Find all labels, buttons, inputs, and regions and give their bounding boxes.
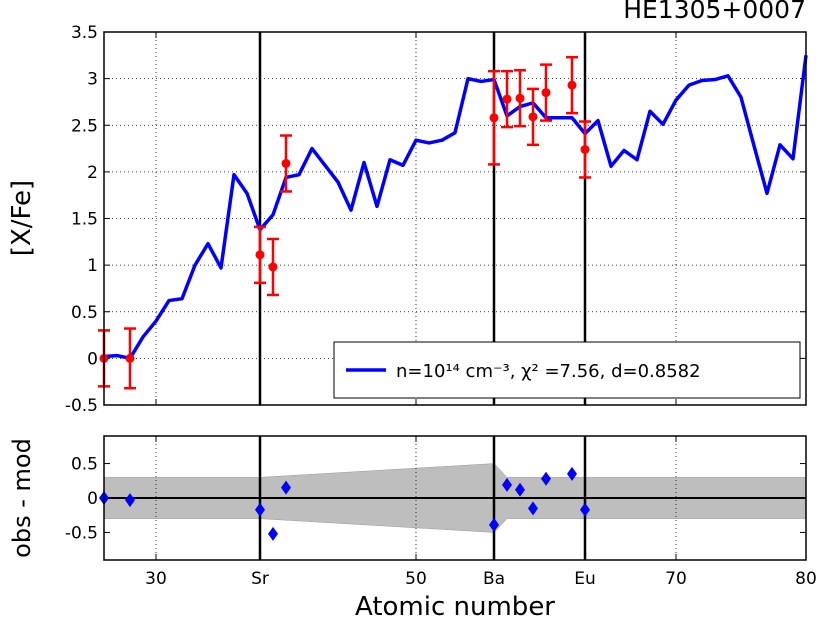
y-tick-label: 1.5 xyxy=(71,210,98,230)
x-tick-label: 80 xyxy=(795,569,817,589)
observed-point xyxy=(567,80,577,90)
x-tick-label: 50 xyxy=(405,569,427,589)
residual-point xyxy=(567,466,577,481)
y-tick-label: 2.5 xyxy=(71,116,98,136)
legend-box xyxy=(333,341,801,399)
x-tick-label: Sr xyxy=(251,569,269,589)
x-tick-label: 70 xyxy=(665,569,687,589)
residual-point xyxy=(268,526,278,541)
y-tick-label: 3 xyxy=(87,70,98,90)
residual-point xyxy=(515,482,525,497)
residual-point xyxy=(541,471,551,486)
observed-point xyxy=(515,93,525,103)
observed-point xyxy=(255,250,265,260)
y-tick-label: 1 xyxy=(87,256,98,276)
x-tick-label: Ba xyxy=(483,569,505,589)
y-tick-label: 0.5 xyxy=(71,455,98,475)
residual-point xyxy=(528,501,538,516)
observed-point xyxy=(268,262,278,272)
observed-point xyxy=(489,113,499,123)
plot-frame xyxy=(103,31,807,406)
residual-point xyxy=(255,502,265,517)
residual-point xyxy=(489,517,499,532)
model-line xyxy=(103,55,808,361)
y-tick-label: 0 xyxy=(87,349,98,369)
residual-point xyxy=(125,493,135,508)
observed-point xyxy=(502,94,512,104)
plot-frame xyxy=(103,435,807,561)
observed-point xyxy=(281,158,291,168)
chart-title: HE1305+0007 xyxy=(623,0,806,24)
observed-point xyxy=(580,144,590,154)
y-tick-label: -0.5 xyxy=(65,396,98,416)
residual-point xyxy=(281,480,291,495)
y-tick-label: 0.5 xyxy=(71,303,98,323)
y-axis-label: [X/Fe] xyxy=(7,180,37,256)
observed-point xyxy=(541,88,551,98)
x-tick-label: Eu xyxy=(574,569,596,589)
x-tick-label: 30 xyxy=(145,569,167,589)
residual-point xyxy=(580,502,590,517)
y-tick-label: 3.5 xyxy=(71,23,98,43)
y-axis-label: obs - mod xyxy=(8,438,36,558)
legend-label: n=10¹⁴ cm⁻³, χ² =7.56, d=0.8582 xyxy=(396,361,701,382)
x-axis-label: Atomic number xyxy=(355,592,555,622)
y-tick-label: 2 xyxy=(87,163,98,183)
residual-point xyxy=(502,477,512,492)
observed-point xyxy=(528,112,538,122)
y-tick-label: -0.5 xyxy=(65,523,98,543)
y-tick-label: 0 xyxy=(87,489,98,509)
observed-point xyxy=(125,353,135,363)
